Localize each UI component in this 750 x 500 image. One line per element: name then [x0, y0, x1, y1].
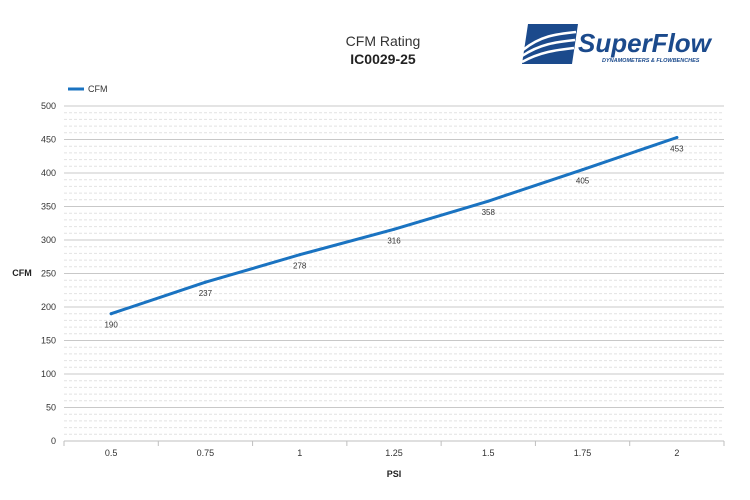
data-label: 237 — [199, 289, 213, 298]
y-tick-label: 250 — [41, 269, 56, 279]
y-tick-label: 450 — [41, 135, 56, 145]
superflow-logo: SuperFlow DYNAMOMETERS & FLOWBENCHES — [521, 24, 713, 64]
data-label: 453 — [670, 144, 684, 153]
y-tick-label: 50 — [46, 403, 56, 413]
y-tick-label: 350 — [41, 202, 56, 212]
y-tick-label: 300 — [41, 235, 56, 245]
y-axis-label: CFM — [12, 268, 32, 278]
axes: 0 50 100 150 200 250 300 350 400 450 500 0.5 0.75 1 1.… — [41, 101, 725, 458]
legend-label: CFM — [88, 84, 108, 94]
series-layer: 190 237 278 316 358 405 453 — [104, 135, 684, 330]
legend: CFM — [68, 84, 108, 94]
x-tick-label: 1.75 — [574, 448, 592, 458]
data-label: 405 — [576, 177, 590, 186]
logo-wordmark: SuperFlow — [578, 28, 713, 58]
data-label: 278 — [293, 262, 307, 271]
chart-title: CFM Rating — [346, 33, 421, 49]
data-point — [298, 253, 302, 257]
x-tick-label: 0.5 — [105, 448, 118, 458]
x-tick-label: 2 — [674, 448, 679, 458]
logo-emblem-icon — [521, 24, 578, 64]
data-point — [581, 168, 585, 172]
data-point — [109, 312, 113, 316]
y-tick-label: 0 — [51, 436, 56, 446]
x-axis-label: PSI — [387, 469, 402, 479]
y-tick-label: 100 — [41, 369, 56, 379]
x-tick-label: 1.25 — [385, 448, 403, 458]
data-point — [392, 227, 396, 231]
data-point — [486, 199, 490, 203]
y-tick-label: 200 — [41, 302, 56, 312]
chart-subtitle: IC0029-25 — [350, 51, 416, 67]
x-tick-label: 1.5 — [482, 448, 495, 458]
data-point — [203, 280, 207, 284]
y-tick-label: 400 — [41, 168, 56, 178]
x-tick-label: 0.75 — [197, 448, 215, 458]
logo-tagline: DYNAMOMETERS & FLOWBENCHES — [602, 58, 700, 64]
y-tick-label: 500 — [41, 101, 56, 111]
data-label: 190 — [104, 321, 118, 330]
y-tick-label: 150 — [41, 336, 56, 346]
data-label: 316 — [387, 236, 401, 245]
data-label: 358 — [482, 208, 496, 217]
x-tick-label: 1 — [297, 448, 302, 458]
data-point — [675, 135, 679, 139]
gridlines — [64, 105, 724, 435]
